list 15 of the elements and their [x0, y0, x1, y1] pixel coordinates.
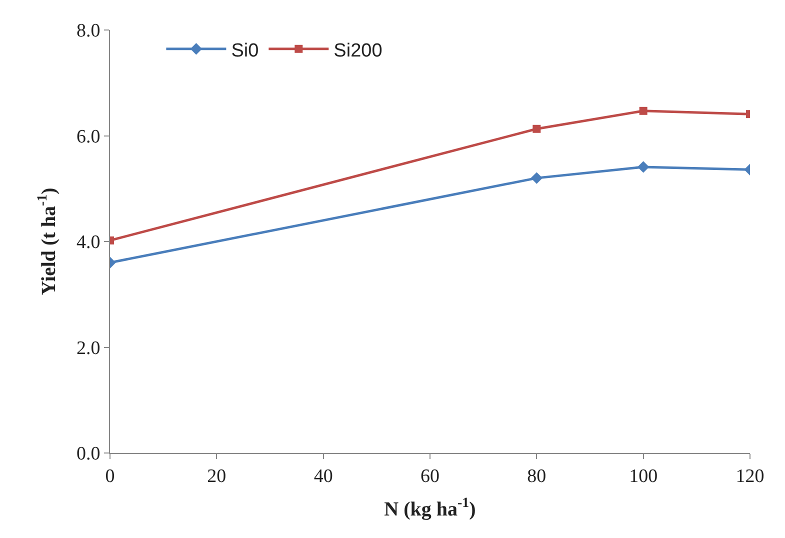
- legend-label: Si200: [334, 40, 382, 62]
- y-tick-label: 2.0: [76, 338, 100, 359]
- y-tick-label: 4.0: [76, 232, 100, 254]
- x-tick-label: 80: [527, 466, 546, 487]
- y-tick-label: 0.0: [76, 444, 100, 465]
- x-tick-label: 100: [629, 466, 658, 487]
- legend-label: Si0: [231, 40, 259, 62]
- x-tick-label: 60: [420, 466, 440, 487]
- y-tick-label: 8.0: [76, 20, 100, 42]
- x-tick-label: 120: [736, 466, 764, 487]
- x-axis-title: N (kg ha$^{-1}$): [384, 496, 476, 520]
- x-tick-label: 20: [207, 466, 226, 487]
- x-tick-label: 40: [314, 466, 333, 487]
- y-tick-label: 6.0: [76, 126, 100, 148]
- x-tick-label: 0: [105, 466, 115, 487]
